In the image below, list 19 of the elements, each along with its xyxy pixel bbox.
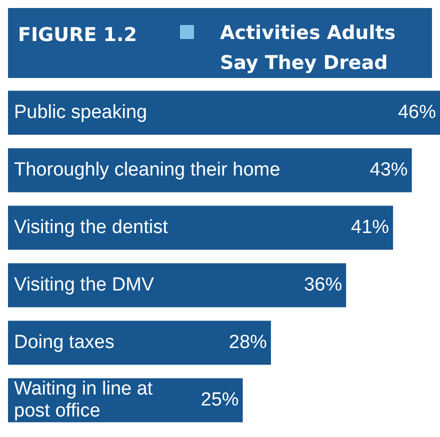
- data-label: 25%: [200, 389, 239, 410]
- data-label: 36%: [304, 274, 342, 296]
- y-tick-label: Visiting the dentist: [14, 216, 169, 238]
- data-label: 41%: [351, 216, 390, 238]
- y-tick-label: Public speaking: [14, 102, 148, 123]
- y-tick-label: Visiting the DMV: [14, 274, 154, 296]
- y-tick-label: Waiting in line at post office: [14, 378, 154, 422]
- y-tick-label: Doing taxes: [14, 332, 114, 353]
- caption: FIGURE 1.2: [18, 23, 137, 48]
- y-tick-label: Thoroughly cleaning their home: [14, 159, 280, 180]
- data-label: 43%: [370, 159, 408, 180]
- data-label: 28%: [228, 332, 268, 353]
- chart-title: Activities Adults Say They Dread: [220, 21, 397, 76]
- bar: [8, 206, 394, 250]
- bar: [8, 90, 440, 135]
- bar: [8, 148, 412, 192]
- bar: [8, 263, 346, 308]
- data-label: 46%: [398, 102, 436, 123]
- bar: [8, 320, 271, 365]
